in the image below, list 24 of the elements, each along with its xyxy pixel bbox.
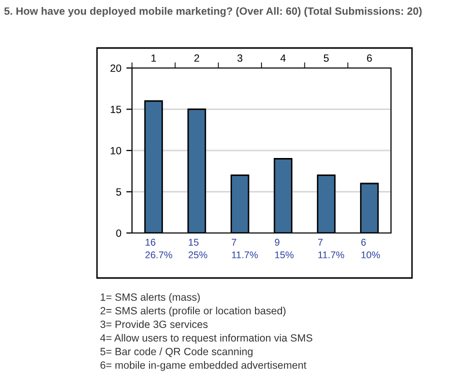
y-tick-label: 20 [110, 64, 122, 72]
chart-title: 5. How have you deployed mobile marketing? (Over All: 60) (Total Submissions: 20) [4, 7, 422, 17]
text: 1= SMS alerts (mass) [100, 293, 200, 303]
text: 6= mobile in-game embedded advertisement [100, 361, 306, 371]
y-tick-label: 0 [116, 230, 122, 237]
y-tick-label: 15 [110, 106, 122, 114]
text: 4= Allow users to request information via SMS [100, 334, 312, 344]
data-label: 16 26.7% [145, 238, 172, 258]
x-tick-label: 5 [324, 54, 329, 62]
data-label: 9 15% [274, 238, 294, 258]
x-tick-label: 4 [280, 54, 286, 62]
text: 3= Provide 3G services [100, 320, 208, 328]
x-tick-label: 2 [194, 54, 200, 62]
data-label: 7 11.7% [232, 238, 258, 258]
x-tick-label: 3 [237, 54, 242, 62]
data-label: 7 11.7% [318, 238, 344, 258]
x-tick-label: 1 [151, 54, 156, 62]
data-label: 6 10% [361, 238, 380, 258]
text: 5= Bar code / QR Code scanning [100, 348, 252, 358]
y-tick-label: 5 [116, 188, 122, 196]
y-tick-label: 10 [110, 147, 122, 154]
x-tick-label: 6 [367, 54, 372, 62]
data-label: 15 25% [188, 238, 208, 258]
text: 2= SMS alerts (profile or location based) [100, 306, 286, 316]
